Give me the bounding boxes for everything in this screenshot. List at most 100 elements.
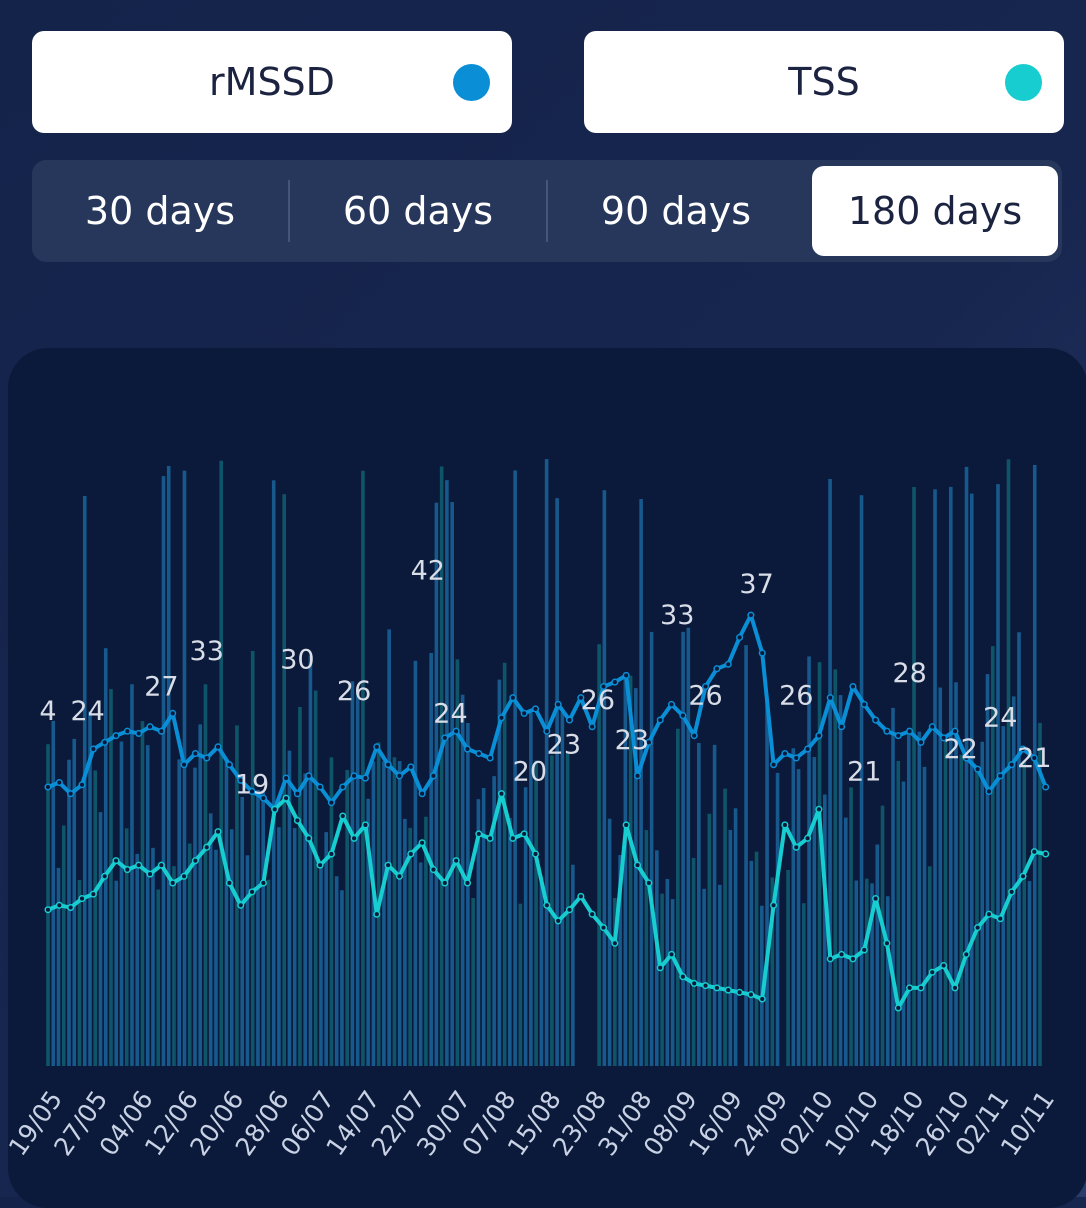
- background-bar: [271, 480, 276, 1066]
- background-bar: [628, 675, 633, 1066]
- tss-point: [588, 910, 596, 918]
- background-bar: [292, 828, 297, 1066]
- background-bar: [130, 684, 134, 1066]
- rmssd-label: rMSSD: [209, 60, 335, 104]
- background-bar: [602, 490, 607, 1066]
- tss-point: [112, 857, 120, 865]
- tss-point: [826, 955, 834, 963]
- background-bar: [471, 898, 475, 1066]
- background-bar: [298, 707, 302, 1066]
- tss-label: TSS: [788, 60, 860, 104]
- tss-point: [203, 843, 211, 851]
- rmssd-point: [906, 727, 914, 735]
- background-bar: [754, 851, 759, 1066]
- background-bar: [875, 844, 880, 1066]
- tss-point: [259, 879, 267, 887]
- tss-point: [815, 805, 823, 813]
- background-bar: [193, 767, 197, 1066]
- background-bar: [387, 629, 391, 1066]
- rmssd-point: [645, 738, 653, 746]
- background-bar: [681, 631, 685, 1066]
- tss-point: [429, 866, 438, 874]
- background-bar: [691, 857, 696, 1066]
- tss-point: [395, 872, 404, 880]
- tss-point: [1019, 872, 1027, 880]
- rmssd-point: [747, 611, 755, 619]
- tss-metric-button[interactable]: TSS: [584, 31, 1064, 133]
- background-bar: [969, 493, 974, 1066]
- rmssd-point: [248, 787, 256, 796]
- rmssd-point: [55, 778, 63, 787]
- background-bar: [324, 832, 328, 1066]
- rmssd-point: [67, 790, 75, 798]
- background-bar: [733, 808, 738, 1066]
- rmssd-point: [407, 763, 415, 771]
- background-bar: [77, 880, 82, 1066]
- background-bar: [145, 745, 150, 1066]
- background-bar: [670, 899, 675, 1066]
- tss-point: [804, 834, 812, 842]
- background-bar: [891, 707, 895, 1066]
- tss-point: [361, 821, 369, 829]
- background-bar: [518, 903, 523, 1066]
- tss-point: [860, 946, 868, 954]
- background-bar: [229, 829, 234, 1066]
- rmssd-point: [1008, 761, 1016, 769]
- background-bar: [870, 883, 874, 1066]
- rmssd-point: [565, 716, 574, 724]
- rmssd-point: [1042, 783, 1050, 791]
- rmssd-point: [792, 754, 800, 762]
- background-bar: [943, 741, 948, 1066]
- background-bar: [555, 498, 559, 1066]
- rmssd-point: [509, 694, 517, 702]
- tss-point: [906, 984, 914, 992]
- tss-point: [157, 861, 165, 869]
- background-bar: [502, 662, 507, 1066]
- range-90-days[interactable]: 90 days: [600, 189, 752, 233]
- rmssd-point: [123, 727, 131, 735]
- background-bar: [1032, 464, 1037, 1066]
- background-bar: [938, 687, 943, 1066]
- range-180-days[interactable]: 180 days: [812, 166, 1058, 256]
- background-bar: [802, 903, 806, 1066]
- rmssd-point: [872, 716, 880, 724]
- background-bar: [639, 499, 643, 1067]
- tss-point: [214, 828, 222, 836]
- rmssd-point: [951, 727, 959, 735]
- background-bar: [702, 888, 706, 1066]
- tss-point: [928, 968, 936, 976]
- rmssd-point: [656, 716, 664, 724]
- tss-point: [475, 830, 483, 838]
- background-bar: [765, 700, 769, 1066]
- background-bar: [544, 459, 549, 1067]
- background-bar: [760, 905, 764, 1066]
- background-bar: [660, 893, 664, 1066]
- background-bar: [749, 860, 754, 1066]
- background-bar: [975, 768, 979, 1066]
- tss-point: [1030, 848, 1038, 856]
- background-bar: [990, 646, 995, 1066]
- background-bar: [56, 867, 61, 1066]
- rmssd-point: [169, 709, 177, 717]
- background-bar: [413, 660, 418, 1066]
- background-bar: [334, 876, 339, 1066]
- range-60-days[interactable]: 60 days: [342, 189, 494, 233]
- tss-point: [305, 834, 313, 842]
- background-bar: [707, 813, 712, 1066]
- background-bar: [864, 878, 869, 1066]
- background-bar: [618, 855, 622, 1066]
- range-30-days[interactable]: 30 days: [84, 189, 236, 233]
- value-label: 26: [779, 680, 813, 711]
- background-bar: [697, 742, 701, 1066]
- background-bar: [308, 655, 313, 1066]
- background-bar: [1006, 459, 1011, 1066]
- background-bar: [392, 757, 397, 1066]
- tss-point: [679, 973, 687, 981]
- rmssd-point: [667, 700, 676, 708]
- tss-point: [509, 834, 517, 842]
- background-bar: [329, 757, 334, 1066]
- rmssd-point: [463, 745, 472, 753]
- background-bar: [277, 827, 281, 1066]
- rmssd-point: [679, 712, 687, 720]
- rmssd-metric-button[interactable]: rMSSD: [32, 31, 512, 133]
